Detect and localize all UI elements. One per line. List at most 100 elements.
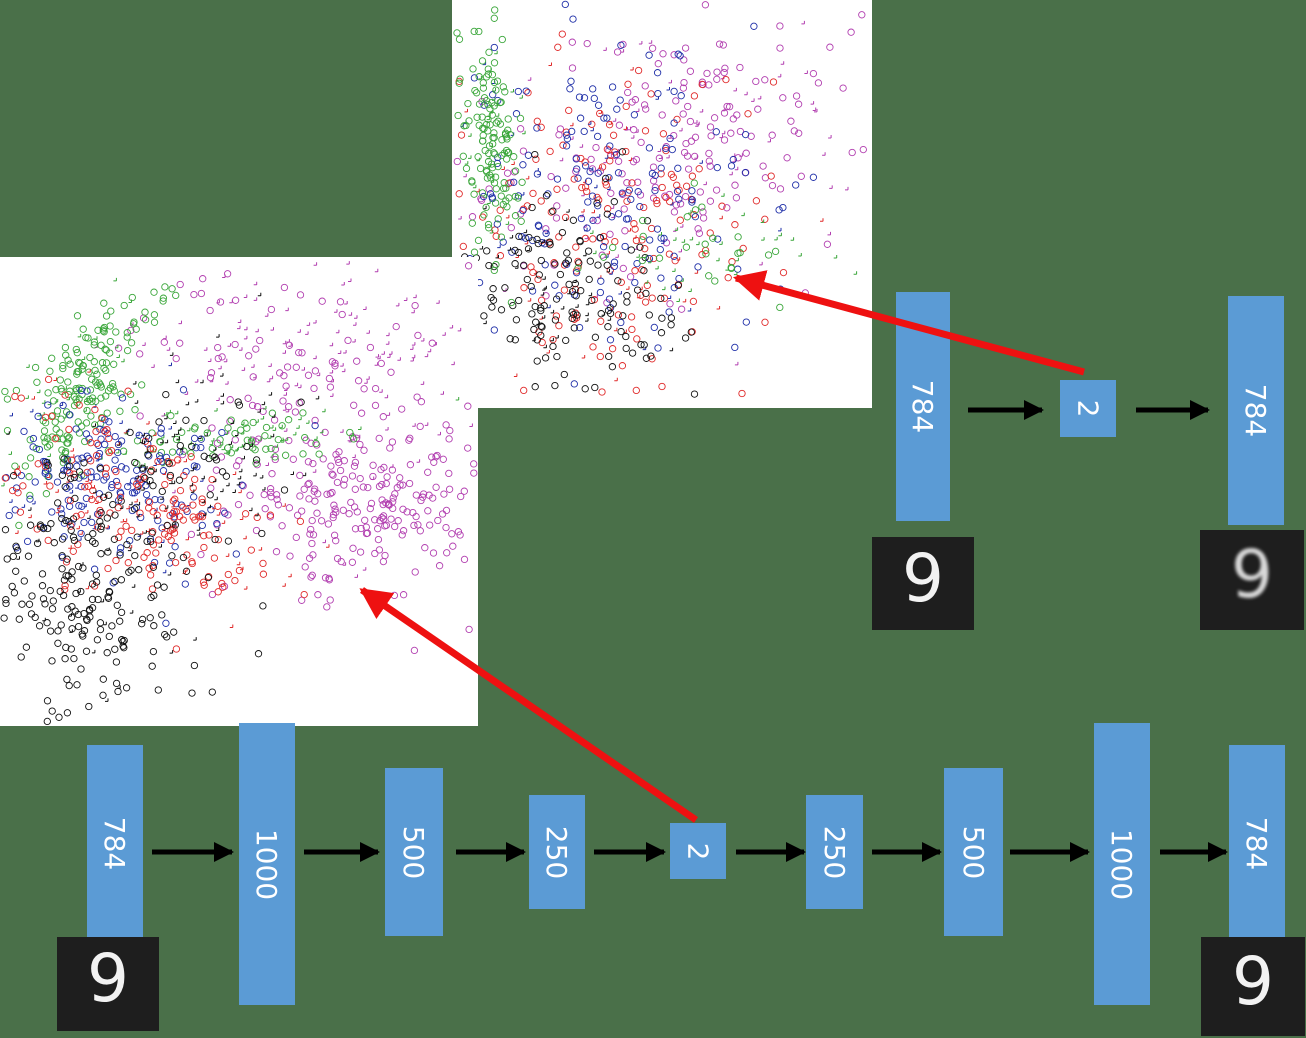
circle-marker-icon — [638, 256, 647, 265]
plus-marker-icon — [812, 107, 817, 111]
plus-marker-icon — [626, 286, 630, 290]
circle-marker-icon — [200, 532, 208, 540]
circle-marker-icon — [107, 446, 116, 455]
circle-marker-icon — [448, 530, 456, 538]
circle-marker-icon — [406, 434, 414, 442]
circle-marker-icon — [108, 379, 117, 388]
plus-marker-icon — [543, 285, 547, 290]
plus-marker-icon — [282, 583, 286, 587]
circle-marker-icon — [60, 576, 69, 584]
circle-marker-icon — [549, 342, 557, 351]
plus-marker-icon — [241, 367, 246, 371]
plus-marker-icon — [264, 313, 269, 317]
circle-marker-icon — [106, 337, 115, 346]
circle-marker-icon — [105, 418, 113, 426]
plus-marker-icon — [76, 525, 80, 530]
circle-marker-icon — [673, 187, 682, 196]
circle-marker-icon — [88, 394, 97, 402]
plus-marker-icon — [790, 237, 795, 241]
circle-marker-icon — [690, 92, 699, 100]
circle-marker-icon — [223, 270, 232, 278]
plus-marker-icon — [68, 613, 72, 617]
circle-marker-icon — [145, 564, 153, 572]
circle-marker-icon — [623, 179, 631, 187]
plus-marker-icon — [494, 102, 499, 107]
circle-marker-icon — [150, 622, 158, 630]
plus-marker-icon — [81, 356, 86, 360]
circle-marker-icon — [558, 228, 567, 237]
plus-marker-icon — [644, 280, 649, 284]
circle-marker-icon — [61, 391, 69, 399]
plus-marker-icon — [227, 343, 231, 347]
circle-marker-icon — [399, 481, 407, 489]
plus-marker-icon — [615, 254, 619, 258]
plus-marker-icon — [494, 50, 498, 55]
circle-marker-icon — [742, 149, 750, 157]
circle-marker-icon — [224, 570, 232, 579]
circle-marker-icon — [361, 516, 369, 524]
circle-marker-icon — [326, 596, 334, 604]
circle-marker-icon — [157, 424, 165, 433]
circle-marker-icon — [641, 298, 650, 306]
circle-marker-icon — [432, 453, 440, 461]
circle-marker-icon — [299, 450, 307, 458]
circle-marker-icon — [684, 165, 693, 173]
circle-marker-icon — [464, 262, 473, 270]
circle-marker-icon — [698, 203, 706, 211]
circle-marker-icon — [313, 509, 321, 517]
circle-marker-icon — [566, 85, 574, 93]
circle-marker-icon — [366, 343, 375, 352]
circle-marker-icon — [159, 297, 167, 305]
circle-marker-icon — [68, 625, 76, 633]
circle-marker-icon — [589, 216, 597, 225]
plus-marker-icon — [358, 426, 362, 430]
circle-marker-icon — [669, 173, 677, 181]
circle-marker-icon — [14, 546, 22, 555]
circle-marker-icon — [64, 605, 72, 613]
circle-marker-icon — [484, 115, 492, 123]
circle-marker-icon — [90, 358, 98, 366]
circle-marker-icon — [111, 432, 119, 441]
circle-marker-icon — [2, 596, 10, 604]
plus-marker-icon — [585, 312, 589, 317]
circle-marker-icon — [604, 323, 612, 331]
circle-marker-icon — [241, 510, 250, 518]
plus-marker-icon — [302, 472, 307, 477]
circle-marker-icon — [767, 172, 775, 180]
circle-marker-icon — [41, 419, 50, 427]
plus-marker-icon — [77, 333, 82, 338]
circle-marker-icon — [732, 194, 741, 202]
plus-marker-icon — [230, 420, 235, 424]
circle-marker-icon — [606, 157, 614, 165]
circle-marker-icon — [73, 370, 81, 378]
circle-marker-icon — [684, 102, 692, 111]
circle-marker-icon — [630, 220, 638, 228]
circle-marker-icon — [379, 557, 388, 566]
plus-marker-icon — [117, 442, 121, 446]
circle-marker-icon — [311, 416, 319, 425]
circle-marker-icon — [399, 505, 407, 513]
circle-marker-icon — [572, 243, 580, 251]
plus-marker-icon — [223, 358, 228, 363]
plus-marker-icon — [167, 572, 172, 576]
circle-marker-icon — [176, 486, 185, 495]
shallow-code-scatter-plot — [453, 0, 867, 398]
plus-marker-icon — [83, 503, 87, 508]
plus-marker-icon — [315, 395, 320, 400]
plus-marker-icon — [535, 168, 539, 172]
circle-marker-icon — [98, 414, 106, 423]
plus-marker-icon — [436, 300, 440, 304]
circle-marker-icon — [520, 284, 528, 292]
circle-marker-icon — [631, 278, 639, 287]
plus-marker-icon — [810, 101, 815, 105]
circle-marker-icon — [166, 471, 175, 480]
circle-marker-icon — [102, 473, 110, 481]
circle-marker-icon — [696, 188, 704, 196]
circle-marker-icon — [301, 433, 309, 442]
circle-marker-icon — [208, 475, 216, 484]
circle-marker-icon — [150, 288, 158, 296]
circle-marker-icon — [471, 86, 479, 95]
circle-marker-icon — [645, 254, 654, 263]
circle-marker-icon — [792, 181, 800, 189]
plus-marker-icon — [424, 353, 429, 358]
